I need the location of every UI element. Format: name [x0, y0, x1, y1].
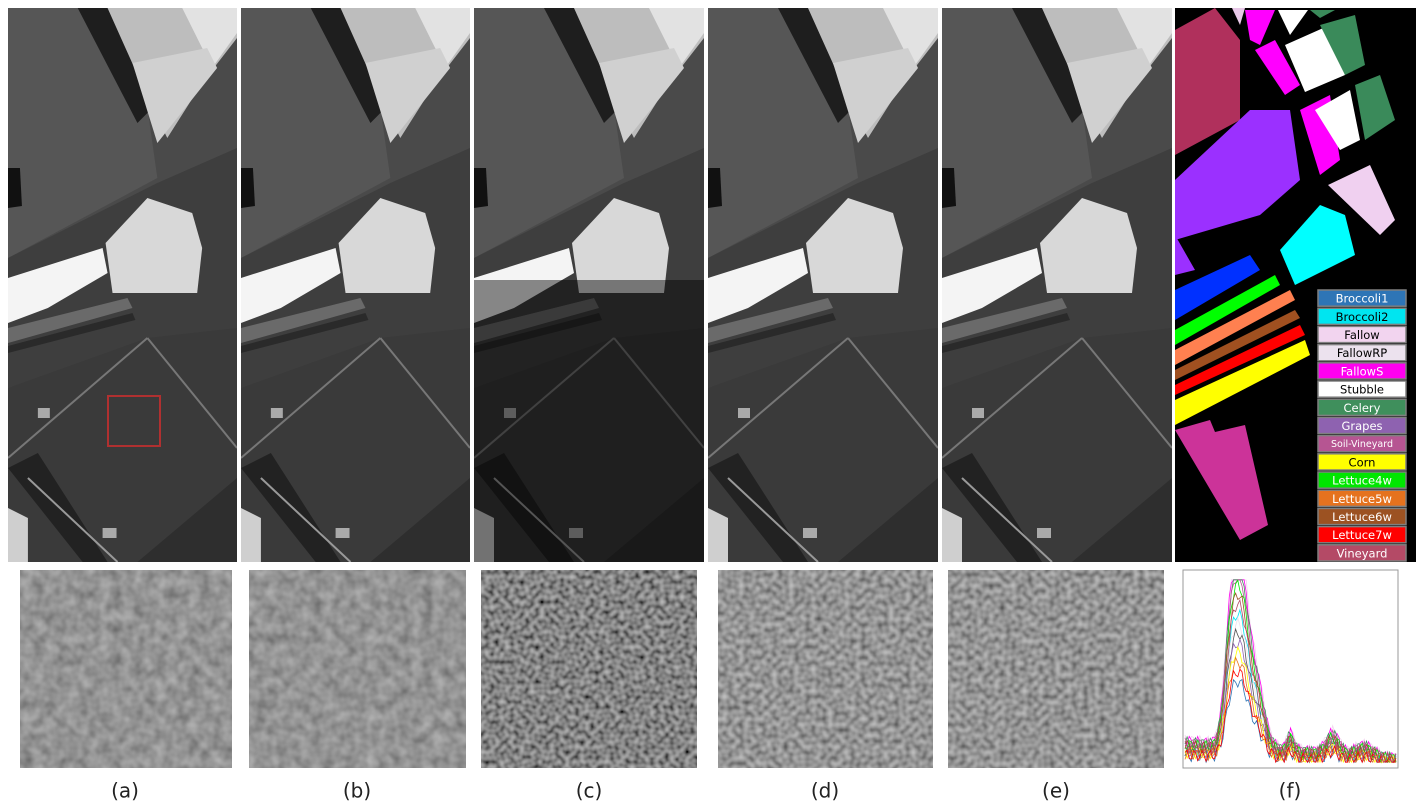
legend-label: Corn: [1349, 455, 1376, 469]
legend-label: Stubble: [1340, 383, 1384, 397]
legend: Broccoli1 Broccoli2 Fallow FallowRP FallowS S…: [1318, 290, 1406, 561]
patch-c: [481, 570, 697, 768]
patch-a: [20, 570, 232, 768]
image-a: [8, 8, 237, 562]
legend-label: FallowRP: [1337, 346, 1387, 360]
legend-label: Fallow: [1344, 328, 1379, 342]
caption: (f): [1279, 779, 1302, 803]
legend-label: Broccoli2: [1336, 310, 1389, 324]
legend-label: Lettuce5w: [1332, 492, 1392, 506]
caption: (b): [343, 779, 371, 803]
legend-label: Broccoli1: [1336, 292, 1389, 306]
image-d: [708, 8, 938, 562]
patch-e: [948, 570, 1164, 768]
legend-label: Lettuce7w: [1332, 528, 1392, 542]
legend-label: Soil-Vineyard: [1331, 439, 1393, 450]
image-c: [474, 8, 704, 562]
patch-b: [249, 570, 466, 768]
legend-label: Lettuce6w: [1332, 510, 1392, 524]
caption: (c): [576, 779, 603, 803]
caption: (d): [811, 779, 839, 803]
legend-label: FallowS: [1341, 364, 1384, 378]
caption: (a): [111, 779, 139, 803]
legend-label: Grapes: [1341, 419, 1382, 433]
legend-label: Celery: [1344, 401, 1381, 415]
patch-d: [718, 570, 933, 768]
caption: (e): [1042, 779, 1070, 803]
legend-label: Vineyard: [1337, 546, 1388, 560]
image-b: [241, 8, 470, 562]
image-e: [942, 8, 1172, 562]
patches: [20, 570, 1398, 768]
page: {"figure": {"captions": ["(a)", "(b)", "…: [0, 0, 1416, 805]
figure: Broccoli1 Broccoli2 Fallow FallowRP FallowS S…: [0, 0, 1416, 805]
legend-label: Lettuce4w: [1332, 474, 1392, 488]
